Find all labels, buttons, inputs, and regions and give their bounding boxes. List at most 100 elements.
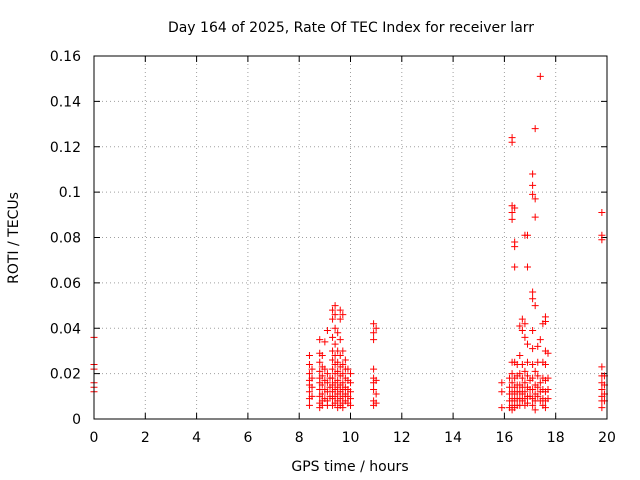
data-point [347, 379, 354, 387]
data-point [598, 363, 606, 371]
data-point [541, 317, 549, 325]
data-point [523, 263, 531, 271]
data-point [329, 356, 337, 364]
data-point [516, 370, 524, 378]
data-point [305, 351, 313, 359]
data-point [339, 311, 347, 319]
data-point [305, 388, 313, 396]
data-point [529, 361, 537, 369]
x-tick-label: 4 [192, 430, 201, 446]
data-point [544, 386, 552, 394]
x-tick-label: 18 [547, 430, 565, 446]
data-point [334, 329, 342, 337]
data-point [331, 340, 339, 348]
y-tick-label: 0.02 [50, 367, 81, 383]
data-point [334, 358, 342, 366]
data-point [308, 365, 316, 373]
data-point [334, 367, 342, 375]
data-point [318, 351, 326, 359]
data-point [308, 392, 316, 400]
data-point [372, 390, 380, 398]
y-tick-label: 0 [72, 412, 81, 428]
data-point [316, 336, 324, 344]
data-point [508, 370, 516, 378]
x-tick-label: 20 [598, 430, 616, 446]
data-point [518, 374, 526, 382]
data-point [336, 306, 344, 314]
data-point [544, 374, 552, 382]
data-point [329, 315, 337, 323]
data-point [344, 365, 352, 373]
x-tick-label: 10 [342, 430, 360, 446]
data-point [316, 358, 324, 366]
data-point [511, 263, 519, 271]
data-point [372, 399, 380, 407]
data-point [372, 324, 380, 332]
y-tick-label: 0.16 [50, 49, 81, 65]
data-point [598, 404, 606, 412]
data-point [529, 374, 537, 382]
x-tick-label: 12 [393, 430, 411, 446]
y-tick-label: 0.12 [50, 140, 81, 156]
data-point [339, 361, 347, 369]
data-point [598, 386, 606, 394]
data-point [508, 209, 516, 217]
data-point [329, 374, 337, 382]
data-point [508, 138, 516, 146]
data-point [534, 383, 542, 391]
data-point [321, 338, 329, 346]
data-point [347, 388, 354, 396]
data-point [370, 386, 378, 394]
data-point [372, 376, 380, 384]
data-point [318, 390, 326, 398]
data-point [544, 395, 552, 403]
data-point [339, 379, 347, 387]
data-point [511, 204, 519, 212]
plot-frame [93, 55, 608, 420]
data-point [323, 370, 331, 378]
data-point [498, 404, 506, 412]
data-point [531, 406, 539, 414]
data-point [370, 329, 378, 337]
data-point [529, 190, 537, 198]
data-point [523, 358, 531, 366]
data-point [308, 374, 316, 382]
chart-title: Day 164 of 2025, Rate Of TEC Index for r… [168, 20, 534, 36]
data-point [536, 336, 544, 344]
x-tick-labels: 0 2 4 6 8 10 12 14 16 18 20 [90, 430, 616, 446]
data-point [370, 336, 378, 344]
data-point [347, 401, 354, 409]
y-tick-label: 0.1 [59, 185, 81, 201]
data-point [329, 365, 337, 373]
x-tick-label: 14 [444, 430, 462, 446]
data-point [521, 379, 529, 387]
data-point [523, 340, 531, 348]
data-point [508, 379, 516, 387]
data-point [498, 379, 506, 387]
data-point [544, 349, 552, 357]
data-point [336, 315, 344, 323]
data-point [529, 170, 537, 178]
y-tick-label: 0.06 [50, 276, 81, 292]
data-point [336, 336, 344, 344]
x-tick-label: 0 [90, 430, 99, 446]
y-tick-label: 0.14 [50, 94, 81, 110]
data-point [316, 367, 324, 375]
data-point [531, 302, 539, 310]
data-point [529, 401, 537, 409]
data-point [541, 404, 549, 412]
y-tick-label: 0.04 [50, 321, 81, 337]
data-point [534, 392, 542, 400]
data-point [508, 215, 516, 223]
data-point [523, 372, 531, 380]
data-point [518, 361, 526, 369]
data-point [318, 381, 326, 389]
data-point [323, 327, 331, 335]
data-point [331, 324, 339, 332]
data-point [516, 351, 524, 359]
x-tick-label: 8 [295, 430, 304, 446]
data-point [336, 351, 344, 359]
data-point [541, 361, 549, 369]
data-point [521, 367, 529, 375]
